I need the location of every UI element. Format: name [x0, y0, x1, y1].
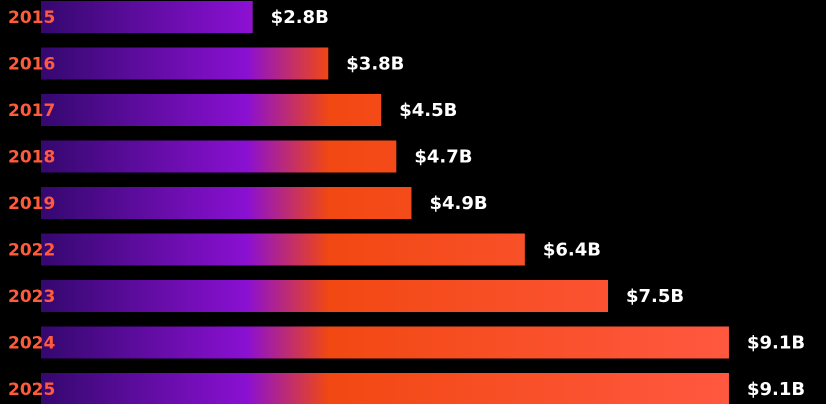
category-label: 2017: [8, 101, 55, 121]
category-label: 2019: [8, 194, 55, 214]
value-label: $9.1B: [747, 379, 805, 400]
bar: [41, 94, 382, 126]
bar: [41, 280, 608, 312]
value-label: $2.8B: [271, 7, 329, 28]
category-label: 2015: [8, 8, 55, 28]
bar: [41, 187, 412, 219]
value-label: $4.5B: [399, 100, 457, 121]
bar: [41, 233, 525, 266]
value-label: $3.8B: [346, 54, 404, 75]
bar: [41, 140, 397, 173]
value-label: $7.5B: [626, 286, 684, 307]
bar: [41, 47, 329, 80]
value-label: $9.1B: [747, 333, 805, 354]
bar: [41, 326, 729, 359]
value-label: $4.9B: [429, 193, 487, 214]
category-label: 2024: [8, 334, 55, 354]
category-label: 2023: [8, 287, 55, 307]
bar: [41, 373, 729, 404]
category-label: 2018: [8, 148, 55, 168]
value-label: $4.7B: [414, 147, 472, 168]
bar: [41, 1, 253, 33]
category-label: 2016: [8, 55, 55, 75]
category-label: 2025: [8, 380, 55, 400]
category-label: 2022: [8, 241, 55, 261]
value-label: $6.4B: [543, 240, 601, 261]
